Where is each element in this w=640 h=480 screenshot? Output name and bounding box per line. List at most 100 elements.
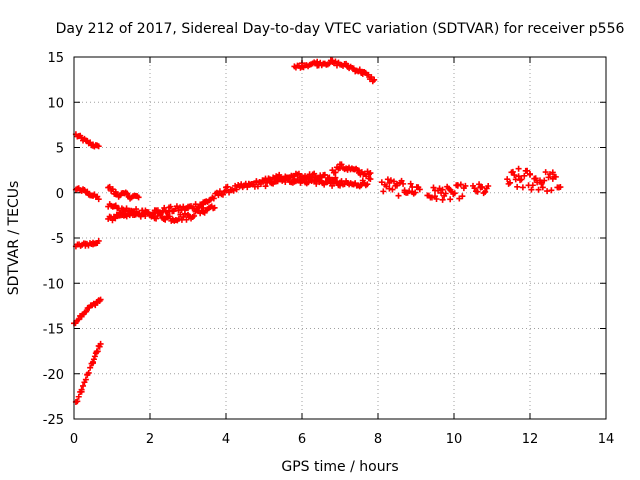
data-point [337, 180, 343, 187]
x-tick-labels: 0 2 4 6 8 10 12 14 [70, 432, 614, 447]
data-point [433, 196, 440, 202]
x-tick-label: 12 [522, 432, 539, 447]
data-point [131, 211, 138, 218]
data-point [95, 143, 102, 150]
data-point [356, 66, 363, 73]
y-tick-label: 5 [56, 142, 64, 157]
data-point [416, 186, 423, 193]
y-axis-label: SDTVAR / TECUs [6, 181, 22, 296]
data-point [157, 211, 164, 218]
data-point [75, 316, 82, 323]
data-point [456, 195, 463, 202]
data-point [412, 189, 419, 196]
data-point [87, 364, 94, 371]
series-cluster-11-13 [504, 165, 564, 195]
y-tick-label: -5 [51, 232, 64, 247]
data-point [511, 172, 518, 179]
data-point [549, 169, 556, 176]
data-point [305, 179, 312, 186]
axis-ticks [73, 56, 607, 420]
data-point [124, 190, 131, 197]
series-arc-top-high [291, 57, 378, 85]
data-point [394, 182, 400, 189]
series-arc-top-left [72, 131, 102, 150]
data-point [350, 65, 357, 72]
data-point [378, 179, 385, 186]
data-point [135, 194, 142, 201]
series-arc-lower-mid [105, 201, 218, 224]
data-point [451, 190, 458, 197]
data-point [528, 186, 535, 193]
data-point [254, 183, 261, 190]
x-tick-label: 6 [298, 432, 306, 447]
data-point [177, 211, 184, 218]
data-point [106, 183, 113, 190]
x-tick-label: 0 [70, 432, 78, 447]
data-point [90, 356, 97, 363]
data-point [128, 207, 135, 214]
data-point [82, 376, 89, 383]
data-point [332, 58, 339, 65]
x-tick-label: 8 [374, 432, 382, 447]
data-point [233, 186, 240, 193]
data-point [507, 179, 514, 186]
data-point [332, 169, 339, 176]
data-point [261, 177, 267, 184]
data-point [474, 188, 481, 195]
data-point [311, 170, 318, 177]
data-point [74, 398, 81, 405]
series-cluster-8-9 [378, 176, 423, 199]
data-point [224, 183, 231, 190]
data-point [78, 388, 85, 395]
data-point [535, 186, 542, 193]
data-point [133, 206, 140, 213]
data-point [167, 203, 174, 210]
data-point [125, 208, 132, 215]
data-point [329, 182, 336, 189]
data-point [447, 196, 454, 203]
data-point [514, 183, 521, 190]
data-point [94, 348, 101, 355]
y-tick-label: 10 [47, 96, 64, 111]
data-point [85, 369, 92, 376]
data-point [95, 237, 102, 244]
data-point [380, 188, 387, 195]
data-point [545, 174, 552, 181]
data-point [313, 180, 320, 187]
data-point [384, 176, 391, 183]
data-point [518, 176, 525, 183]
data-point [83, 308, 90, 315]
data-point [173, 203, 180, 210]
y-tick-label: -10 [43, 277, 64, 292]
data-point [390, 178, 397, 185]
data-point [383, 183, 390, 190]
data-point [386, 185, 393, 192]
data-point [552, 173, 559, 180]
x-tick-label: 4 [222, 432, 230, 447]
data-point [548, 187, 555, 194]
data-point [529, 182, 536, 189]
data-point [406, 188, 413, 195]
data-point [371, 76, 378, 83]
data-point [400, 180, 407, 187]
data-point [439, 196, 446, 203]
data-point [442, 190, 449, 197]
data-point [485, 182, 492, 189]
data-point [148, 213, 155, 220]
data-point [210, 195, 217, 202]
data-point [509, 168, 516, 175]
data-point [211, 204, 218, 211]
data-point [75, 393, 82, 400]
data-point [80, 382, 87, 389]
data-point [332, 174, 339, 181]
data-point [145, 209, 152, 216]
data-point [532, 175, 539, 182]
data-point [109, 186, 116, 193]
data-point [175, 215, 182, 222]
data-point [191, 212, 198, 219]
y-tick-label: 15 [47, 51, 64, 66]
data-point [436, 185, 443, 192]
data-point [457, 181, 464, 188]
data-point [541, 177, 548, 184]
